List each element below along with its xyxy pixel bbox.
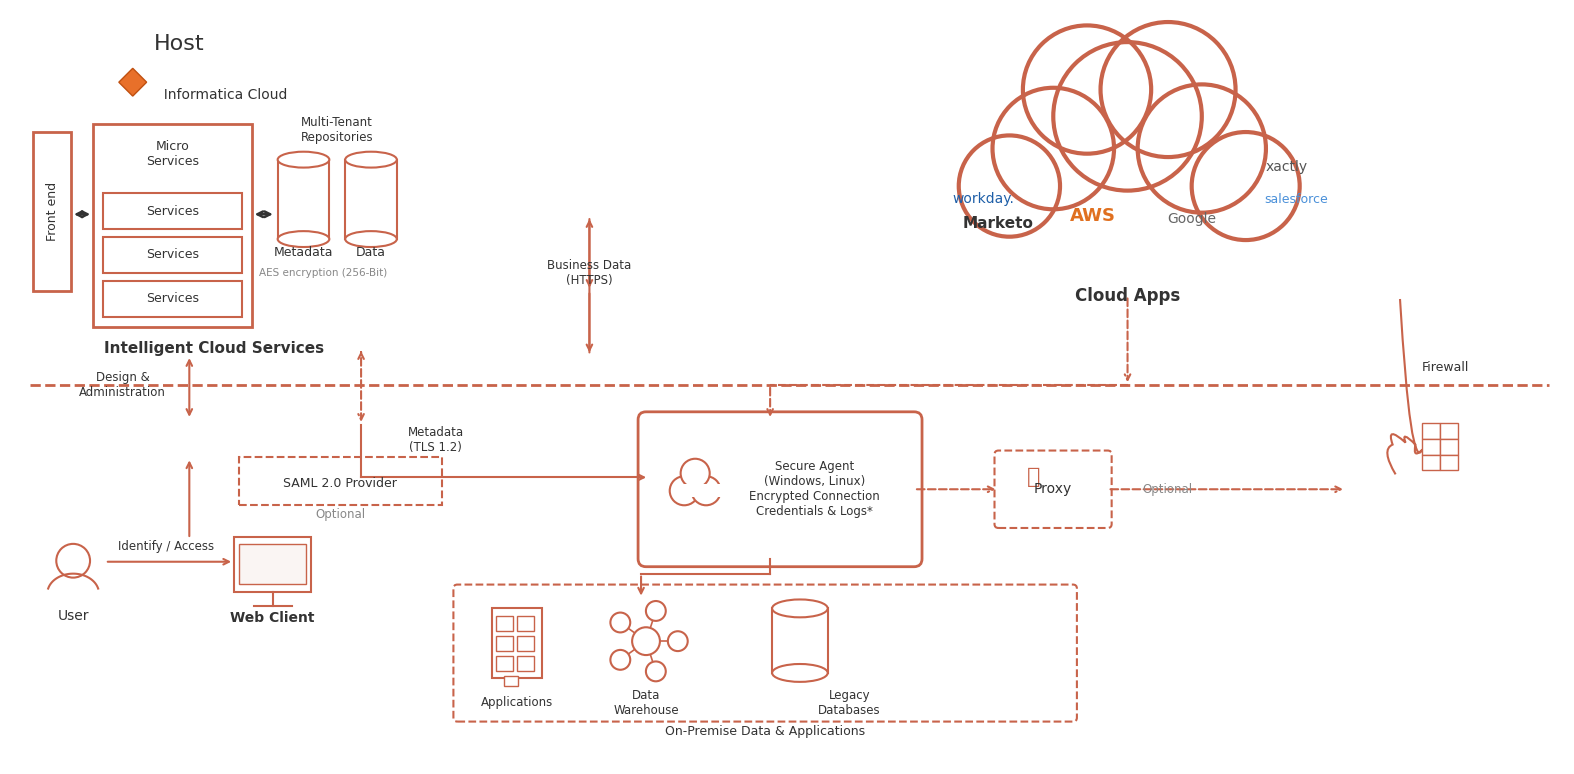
Polygon shape — [118, 68, 146, 96]
Circle shape — [57, 544, 90, 577]
Circle shape — [1100, 22, 1236, 157]
Bar — [1423, 423, 1440, 439]
Circle shape — [611, 612, 630, 632]
Bar — [102, 281, 242, 317]
Text: AWS: AWS — [1070, 207, 1116, 225]
Bar — [239, 544, 307, 584]
Bar — [1440, 439, 1458, 454]
Text: Host: Host — [154, 35, 205, 54]
Bar — [516, 656, 534, 671]
Text: Secure Agent
(Windows, Linux)
Encrypted Connection
Credentials & Logs*: Secure Agent (Windows, Linux) Encrypted … — [749, 461, 880, 519]
Text: Micro
Services: Micro Services — [146, 139, 198, 168]
Text: Cloud Apps: Cloud Apps — [1075, 286, 1180, 305]
Bar — [102, 194, 242, 229]
Circle shape — [667, 632, 688, 651]
Text: Google: Google — [1168, 212, 1217, 226]
Text: Applications: Applications — [480, 697, 552, 709]
FancyBboxPatch shape — [995, 450, 1111, 528]
Ellipse shape — [345, 152, 397, 168]
Bar — [235, 537, 312, 591]
Circle shape — [611, 650, 630, 670]
Bar — [985, 138, 1269, 213]
Text: 🔒: 🔒 — [1026, 467, 1040, 488]
Text: Multi-Tenant
Repositories: Multi-Tenant Repositories — [301, 116, 373, 144]
Text: Intelligent Cloud Services: Intelligent Cloud Services — [104, 341, 324, 356]
Text: Metadata: Metadata — [274, 246, 334, 259]
Bar — [102, 237, 242, 272]
Text: Business Data
(HTTPS): Business Data (HTTPS) — [548, 259, 631, 287]
Bar — [239, 457, 442, 505]
Circle shape — [669, 476, 699, 505]
Bar — [674, 484, 727, 498]
Text: Proxy: Proxy — [1034, 482, 1072, 496]
Bar — [1440, 454, 1458, 471]
Text: Firewall: Firewall — [1421, 361, 1469, 374]
Circle shape — [1023, 26, 1151, 154]
Bar — [1440, 423, 1458, 439]
Bar — [504, 676, 518, 686]
Text: salesforce: salesforce — [1264, 193, 1328, 206]
Bar — [493, 608, 541, 678]
Circle shape — [633, 627, 660, 655]
Ellipse shape — [773, 600, 828, 618]
Ellipse shape — [277, 231, 329, 247]
Bar — [516, 636, 534, 651]
Ellipse shape — [277, 152, 329, 168]
Circle shape — [1138, 84, 1265, 213]
Circle shape — [1053, 42, 1203, 190]
Text: Optional: Optional — [1143, 483, 1193, 496]
Text: Optional: Optional — [315, 508, 365, 521]
Bar — [496, 656, 513, 671]
Bar — [516, 616, 534, 632]
Bar — [345, 159, 397, 239]
Bar — [496, 616, 513, 632]
Bar — [1423, 454, 1440, 471]
Circle shape — [691, 476, 721, 505]
Text: Marketo: Marketo — [963, 216, 1034, 231]
FancyBboxPatch shape — [453, 584, 1077, 721]
Text: Data
Warehouse: Data Warehouse — [614, 689, 678, 717]
Text: workday.: workday. — [952, 193, 1015, 207]
Text: Legacy
Databases: Legacy Databases — [818, 689, 881, 717]
Ellipse shape — [345, 231, 397, 247]
Text: User: User — [57, 609, 88, 623]
Bar — [277, 159, 329, 239]
Text: Design &
Administration: Design & Administration — [79, 371, 167, 399]
Circle shape — [645, 601, 666, 621]
Text: Services: Services — [146, 292, 198, 305]
Text: xactly: xactly — [1265, 159, 1308, 173]
Text: SAML 2.0 Provider: SAML 2.0 Provider — [283, 477, 397, 490]
Bar — [33, 132, 71, 291]
Circle shape — [993, 87, 1114, 209]
Circle shape — [645, 662, 666, 681]
Bar — [93, 124, 252, 327]
Text: Services: Services — [146, 205, 198, 217]
Circle shape — [1192, 132, 1300, 240]
Circle shape — [680, 459, 710, 488]
Text: On-Premise Data & Applications: On-Premise Data & Applications — [666, 725, 866, 738]
Ellipse shape — [773, 664, 828, 682]
Circle shape — [959, 135, 1059, 237]
Text: Metadata
(TLS 1.2): Metadata (TLS 1.2) — [408, 426, 464, 454]
Text: Informatica Cloud: Informatica Cloud — [154, 88, 286, 102]
Bar — [773, 608, 828, 673]
Text: Web Client: Web Client — [230, 611, 315, 625]
Text: Services: Services — [146, 248, 198, 262]
Text: Front end: Front end — [46, 182, 58, 241]
Bar — [1423, 439, 1440, 454]
FancyBboxPatch shape — [637, 412, 922, 567]
Bar — [496, 636, 513, 651]
Text: Identify / Access: Identify / Access — [118, 540, 214, 553]
Text: Data: Data — [356, 246, 386, 259]
Text: AES encryption (256-Bit): AES encryption (256-Bit) — [260, 268, 387, 278]
